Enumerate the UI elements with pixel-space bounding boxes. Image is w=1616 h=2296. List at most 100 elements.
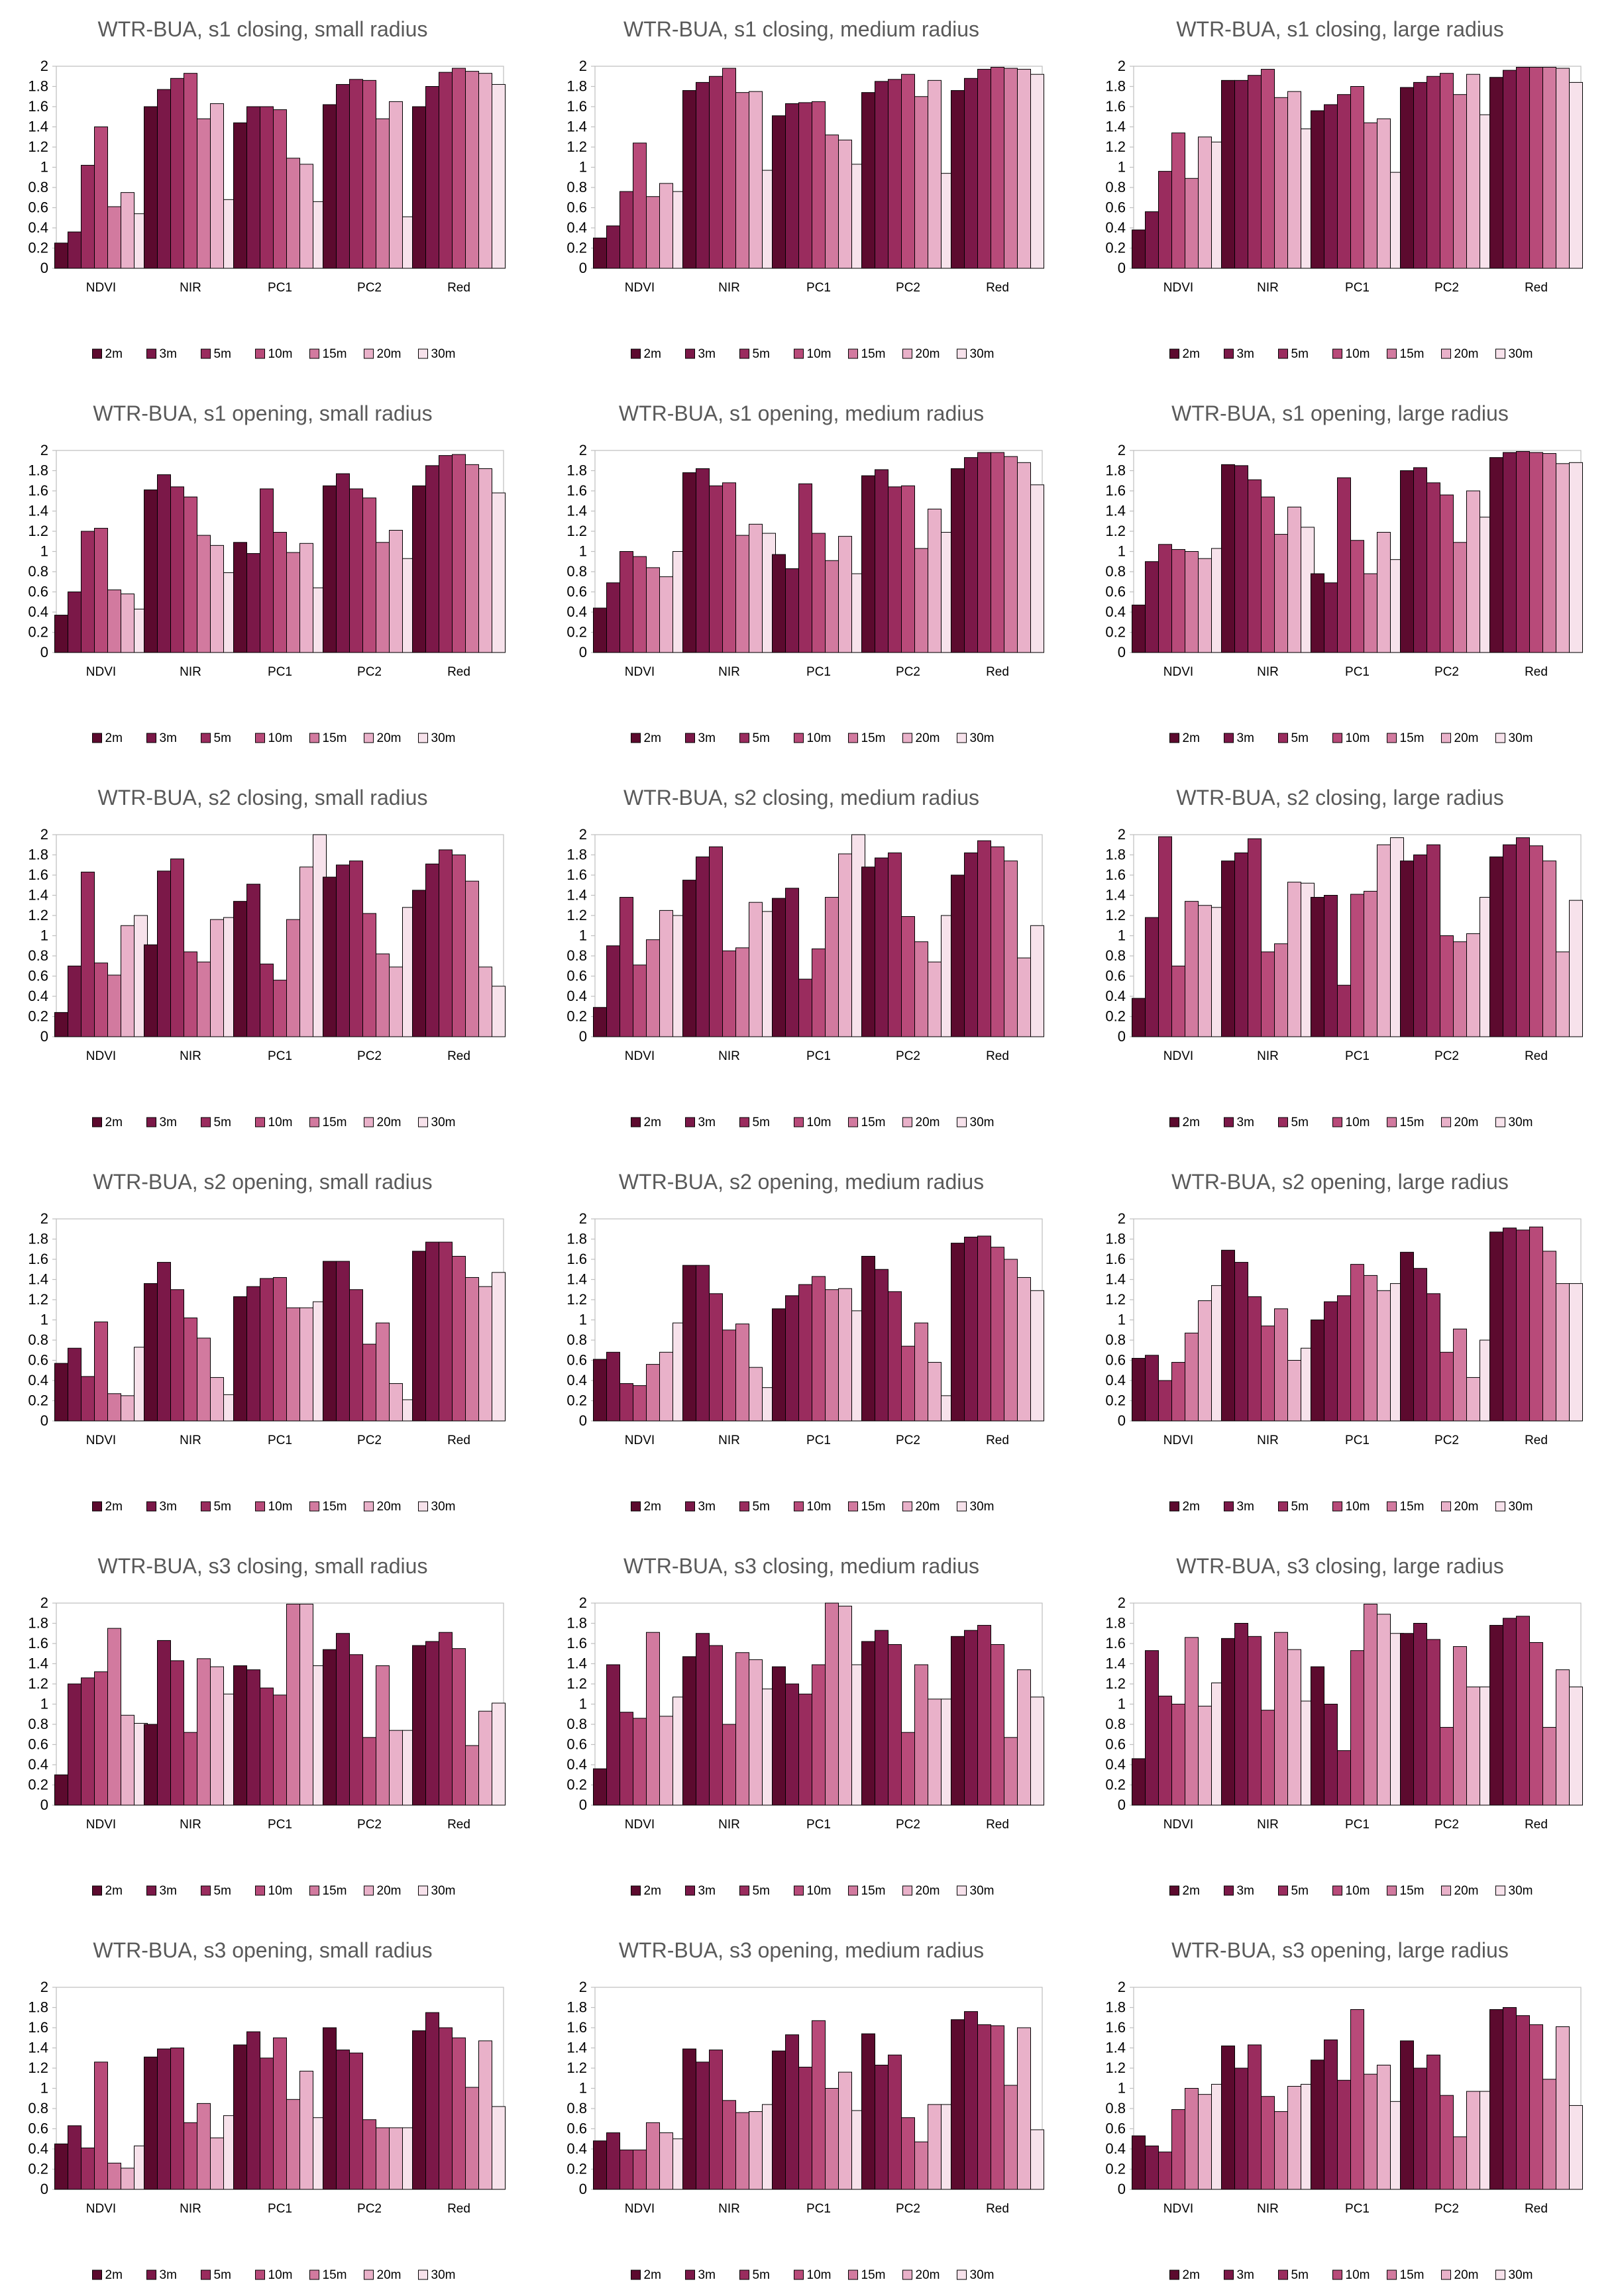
bar-pc1-5m xyxy=(260,488,274,653)
legend-label: 2m xyxy=(105,731,123,745)
legend-swatch xyxy=(957,733,967,743)
bar-pc1-20m xyxy=(838,536,852,653)
legend-label: 2m xyxy=(644,1500,661,1514)
y-tick-label: 0.8 xyxy=(1105,1331,1126,1348)
y-tick-label: 1.8 xyxy=(1105,1999,1126,2016)
bar-ndvi-15m xyxy=(107,2162,121,2190)
y-tick-label: 1.6 xyxy=(1105,1251,1126,1267)
legend-label: 20m xyxy=(1454,2268,1479,2282)
legend-swatch xyxy=(1224,1117,1234,1127)
bar-nir-20m xyxy=(1287,1649,1301,1806)
y-tick-label: 0.2 xyxy=(28,1392,48,1409)
bar-red-2m xyxy=(951,90,965,269)
y-tick-label: 1.8 xyxy=(566,1231,587,1247)
bar-red-5m xyxy=(977,1625,991,1806)
bar-nir-5m xyxy=(1248,75,1262,269)
bar-nir-15m xyxy=(1274,2111,1288,2190)
legend-label: 20m xyxy=(916,1884,940,1898)
bar-red-20m xyxy=(1017,462,1031,653)
bar-pc1-10m xyxy=(273,109,287,269)
bar-ndvi-20m xyxy=(1198,905,1212,1037)
bar-chart-12: WTR-BUA, s2 opening, large radius 0 0.2 0.4… xyxy=(1105,1170,1583,1514)
bar-red-15m xyxy=(1004,456,1018,653)
bar-pc2-15m xyxy=(914,96,928,269)
legend-label: 3m xyxy=(160,1500,177,1514)
bar-pc1-15m xyxy=(1364,573,1377,653)
bar-pc1-2m xyxy=(772,1308,786,1422)
bar-pc2-20m xyxy=(389,2127,403,2190)
legend-swatch xyxy=(309,348,319,359)
bar-nir-15m xyxy=(197,118,211,269)
bar-red-3m xyxy=(964,852,978,1037)
bar-pc1-3m xyxy=(785,1295,799,1422)
bar-nir-5m xyxy=(709,1645,723,1806)
legend-label: 2m xyxy=(1183,2268,1200,2282)
legend-label: 30m xyxy=(431,1884,456,1898)
bar-red-10m xyxy=(991,1247,1004,1422)
bar-pc1-2m xyxy=(772,554,786,653)
legend-swatch xyxy=(848,1885,858,1896)
bar-nir-15m xyxy=(197,1658,211,1806)
legend-swatch xyxy=(201,2270,211,2280)
bar-pc1-2m xyxy=(1311,573,1324,653)
x-tick-label: NIR xyxy=(180,2202,201,2216)
bar-pc2-10m xyxy=(1440,494,1454,653)
bar-pc1-2m xyxy=(1311,110,1324,269)
bar-pc1-2m xyxy=(233,1665,247,1806)
legend-swatch xyxy=(309,2270,319,2280)
bar-nir-5m xyxy=(170,78,184,269)
bar-red-5m xyxy=(1516,1229,1530,1422)
bar-pc1-3m xyxy=(785,568,799,653)
bar-nir-20m xyxy=(210,545,224,653)
bar-chart-18: WTR-BUA, s3 opening, large radius 0 0.2 0.4… xyxy=(1105,1938,1583,2282)
x-tick-label: NIR xyxy=(718,2202,740,2216)
x-tick-label: PC1 xyxy=(1345,2202,1370,2216)
bar-pc1-10m xyxy=(273,980,287,1037)
bar-nir-5m xyxy=(1248,1636,1262,1806)
y-tick-label: 0 xyxy=(1118,644,1126,660)
y-tick-label: 0.2 xyxy=(28,624,48,641)
bar-ndvi-2m xyxy=(593,2140,607,2190)
bar-pc1-20m xyxy=(838,1606,852,1806)
y-tick-label: 0.2 xyxy=(566,1777,587,1793)
bar-pc1-3m xyxy=(785,1683,799,1806)
bar-red-15m xyxy=(465,71,479,269)
bar-nir-20m xyxy=(210,1377,224,1422)
legend-swatch xyxy=(685,348,695,359)
x-tick-label: PC2 xyxy=(896,1434,920,1447)
legend-label: 2m xyxy=(1183,1116,1200,1129)
legend-label: 3m xyxy=(698,1500,716,1514)
bar-pc1-2m xyxy=(772,898,786,1037)
x-tick-label: PC1 xyxy=(1345,281,1370,295)
legend-swatch xyxy=(1441,1885,1451,1896)
bar-pc1-15m xyxy=(286,919,300,1037)
y-tick-label: 0.4 xyxy=(28,2140,48,2157)
bar-pc2-15m xyxy=(1453,2136,1467,2190)
bar-ndvi-20m xyxy=(1198,136,1212,269)
bar-ndvi-3m xyxy=(68,231,81,269)
y-tick-label: 2 xyxy=(1118,1979,1126,1995)
bar-pc2-5m xyxy=(888,852,902,1037)
bar-ndvi-15m xyxy=(1185,2088,1199,2190)
bar-nir-2m xyxy=(144,106,158,269)
x-tick-label: PC2 xyxy=(1434,1049,1459,1063)
legend-swatch xyxy=(1224,348,1234,359)
bar-red-2m xyxy=(1489,457,1503,653)
bar-red-20m xyxy=(1556,463,1570,653)
y-tick-label: 1.4 xyxy=(566,2040,587,2056)
bar-ndvi-2m xyxy=(1132,229,1146,269)
y-tick-label: 1.2 xyxy=(28,523,48,539)
bar-ndvi-2m xyxy=(1132,1357,1146,1422)
y-tick-label: 2 xyxy=(1118,1210,1126,1227)
y-tick-label: 1 xyxy=(40,2080,48,2097)
bar-nir-2m xyxy=(682,2048,696,2190)
bar-red-3m xyxy=(1503,844,1517,1037)
bar-pc1-20m xyxy=(299,543,313,653)
y-tick-label: 0.2 xyxy=(28,1008,48,1025)
bar-red-20m xyxy=(478,73,492,269)
legend-label: 30m xyxy=(1509,2268,1533,2282)
y-tick-label: 0 xyxy=(40,644,48,660)
bar-pc2-5m xyxy=(349,79,363,269)
bar-red-30m xyxy=(492,1272,506,1422)
y-tick-label: 1.4 xyxy=(28,2040,48,2056)
